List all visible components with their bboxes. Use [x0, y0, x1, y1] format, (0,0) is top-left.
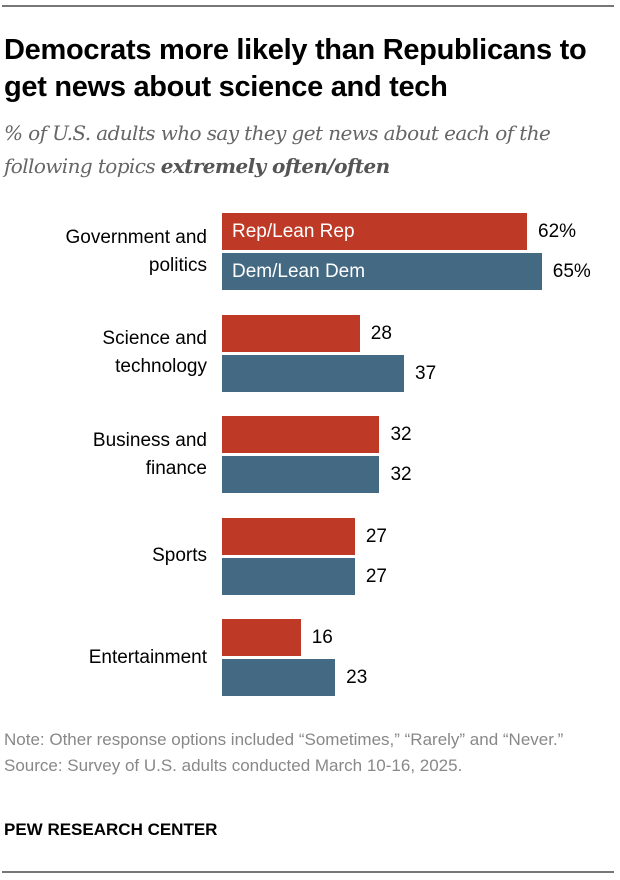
rep-bar [222, 314, 360, 352]
category-label: Entertainment [88, 646, 207, 668]
data-label: 32 [390, 464, 412, 485]
category-label: Business and finance [92, 429, 207, 479]
data-label: 32 [390, 424, 412, 445]
bottom-rule [2, 871, 614, 873]
data-label: 28 [370, 322, 392, 344]
dem-bar [222, 659, 336, 696]
category-label: Science and technology [102, 328, 207, 377]
dem-bar [222, 354, 405, 392]
legend-label: Dem/Lean Dem [232, 261, 366, 282]
bar-chart: Government and politics Rep/Lean Rep 62% Dem… [0, 205, 620, 710]
rep-bar [222, 619, 301, 656]
rep-bar [222, 416, 380, 453]
chart-subtitle: % of U.S. adults who say they get news a… [4, 117, 616, 183]
data-label: 62% [538, 221, 577, 242]
data-label: 37 [415, 362, 437, 384]
chart-notes: Note: Other response options included “S… [4, 727, 616, 779]
rep-bar: Rep/Lean Rep [222, 213, 528, 250]
data-label: 23 [346, 667, 368, 688]
dem-bar [222, 557, 355, 595]
legend-label: Rep/Lean Rep [232, 221, 355, 242]
top-rule [2, 5, 614, 7]
subtitle-emphasis: extremely often/often [160, 154, 390, 178]
chart-title: Democrats more likely than Republicans t… [4, 34, 587, 103]
pew-logo-text: PEW RESEARCH CENTER [4, 820, 218, 839]
data-label: 27 [365, 565, 387, 587]
category-label: Sports [152, 545, 207, 566]
data-label: 65% [552, 261, 591, 282]
dem-bar [222, 456, 380, 493]
data-label: 27 [365, 525, 387, 547]
subtitle-text: % of U.S. adults who say they get news a… [4, 121, 551, 178]
source-text: Source: Survey of U.S. adults conducted … [4, 756, 463, 775]
dem-bar: Dem/Lean Dem [222, 253, 542, 290]
category-label: Government and politics [65, 226, 207, 276]
note-text: Note: Other response options included “S… [4, 730, 564, 749]
rep-bar [222, 517, 355, 555]
data-label: 16 [311, 627, 333, 648]
